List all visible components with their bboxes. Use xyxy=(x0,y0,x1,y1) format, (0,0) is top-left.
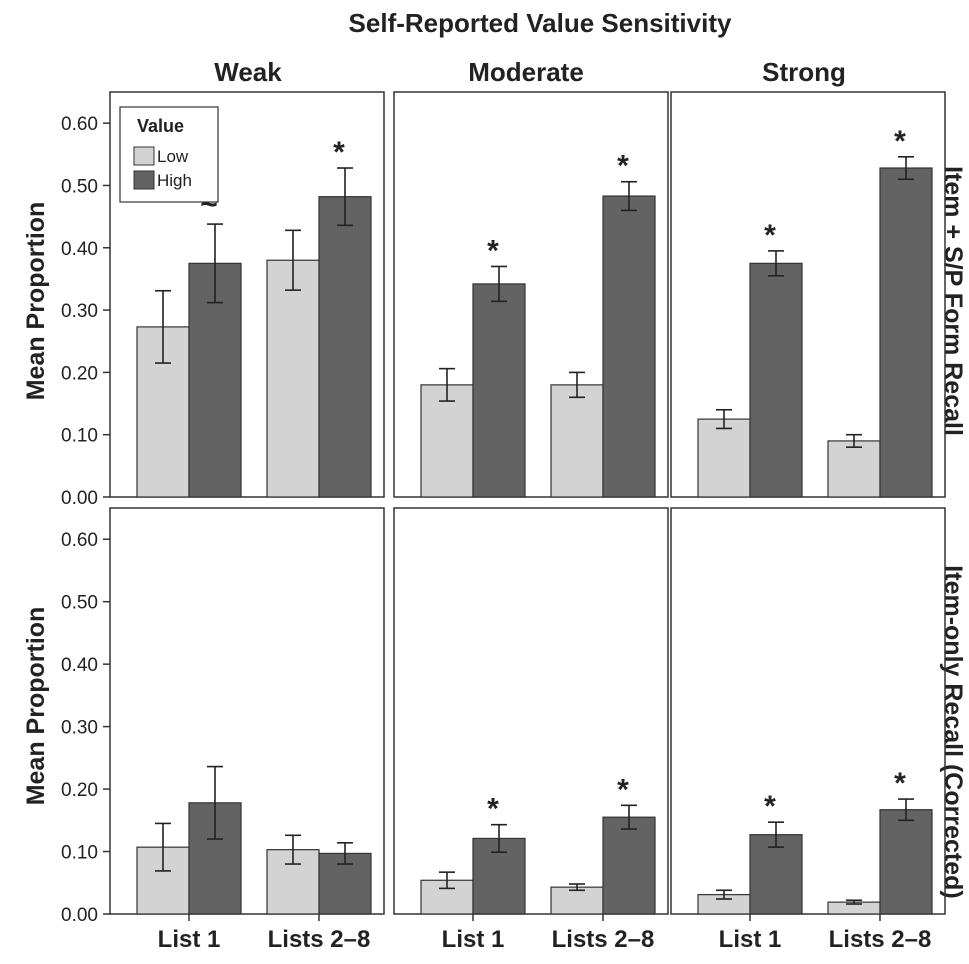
legend-label-low: Low xyxy=(157,147,189,166)
significance-marker: * xyxy=(617,773,629,806)
bar-high-2 xyxy=(602,816,656,915)
x-tick-label: List 1 xyxy=(442,926,505,953)
panel-frame xyxy=(109,91,385,498)
bar-low-2 xyxy=(550,384,604,498)
significance-marker: * xyxy=(894,767,906,800)
panel-frame xyxy=(393,507,669,915)
significance-marker: * xyxy=(617,150,629,183)
y-tick-label: 0.40 xyxy=(61,655,98,676)
plot-area: 0.000.100.200.300.400.500.60~*ValueLowHi… xyxy=(61,91,946,953)
legend: Value Low High xyxy=(119,106,219,203)
y-tick-label: 0.20 xyxy=(61,780,98,801)
y-tick-label: 0.50 xyxy=(61,176,98,197)
y-tick-label: 0.00 xyxy=(61,905,98,926)
y-axis-label-bottom: Mean Proportion xyxy=(22,607,50,806)
row-title-top: Item + S/P Form Recall xyxy=(939,166,967,436)
y-tick-label: 0.60 xyxy=(61,114,98,135)
y-tick-label: 0.60 xyxy=(61,530,98,551)
row-title-bottom: Item-only Recall (Corrected) xyxy=(939,565,967,898)
panel-itemonly-strong: * List 1 * Lists 2–8 xyxy=(670,507,946,953)
bar-high-2 xyxy=(879,809,933,915)
panel-frame xyxy=(670,507,946,915)
panel-itemonly-moderate: * List 1 * Lists 2–8 xyxy=(393,507,669,953)
panel-item-weak: 0.000.100.200.300.400.500.60~*ValueLowHi… xyxy=(61,91,385,509)
legend-swatch-low xyxy=(133,146,155,166)
y-tick-label: 0.00 xyxy=(61,488,98,509)
panel-item-strong: ** xyxy=(670,91,946,498)
legend-swatch-high xyxy=(133,170,155,190)
legend-label-high: High xyxy=(157,171,192,190)
panel-frame xyxy=(109,507,385,915)
significance-marker: * xyxy=(487,234,499,267)
bar-high-2 xyxy=(879,167,933,498)
bar-low-1 xyxy=(697,418,751,498)
bar-low-1 xyxy=(420,384,474,498)
legend-title: Value xyxy=(137,116,184,136)
panel-item-moderate: ** xyxy=(393,91,669,498)
chart-title: Self-Reported Value Sensitivity xyxy=(349,8,732,38)
y-tick-label: 0.20 xyxy=(61,363,98,384)
significance-marker: * xyxy=(894,125,906,158)
y-axis-label-top: Mean Proportion xyxy=(22,202,50,401)
significance-marker: * xyxy=(764,219,776,252)
bar-high-1 xyxy=(472,283,526,498)
significance-marker: * xyxy=(333,136,345,169)
bar-low-2 xyxy=(827,440,881,498)
x-tick-label: Lists 2–8 xyxy=(268,926,371,953)
x-tick-label: Lists 2–8 xyxy=(552,926,655,953)
bar-high-2 xyxy=(318,196,372,498)
x-tick-label: Lists 2–8 xyxy=(829,926,932,953)
y-tick-label: 0.10 xyxy=(61,426,98,447)
bar-low-2 xyxy=(266,259,320,498)
bar-high-1 xyxy=(749,262,803,498)
column-title-moderate: Moderate xyxy=(468,57,584,87)
significance-marker: * xyxy=(764,790,776,823)
y-tick-label: 0.40 xyxy=(61,239,98,260)
x-tick-label: List 1 xyxy=(158,926,221,953)
significance-marker: * xyxy=(487,793,499,826)
bar-low-2 xyxy=(550,886,604,915)
y-tick-label: 0.30 xyxy=(61,301,98,322)
bar-high-2 xyxy=(602,195,656,498)
panel-frame xyxy=(393,91,669,498)
panel-itemonly-weak: 0.00 0.10 0.20 0.30 0.40 0.50 0.60 List 1 Lists … xyxy=(61,507,385,953)
y-tick-label: 0.10 xyxy=(61,843,98,864)
y-tick-label: 0.30 xyxy=(61,718,98,739)
column-title-strong: Strong xyxy=(762,57,846,87)
y-tick-label: 0.50 xyxy=(61,593,98,614)
column-title-weak: Weak xyxy=(214,57,282,87)
panel-frame xyxy=(670,91,946,498)
x-tick-label: List 1 xyxy=(719,926,782,953)
